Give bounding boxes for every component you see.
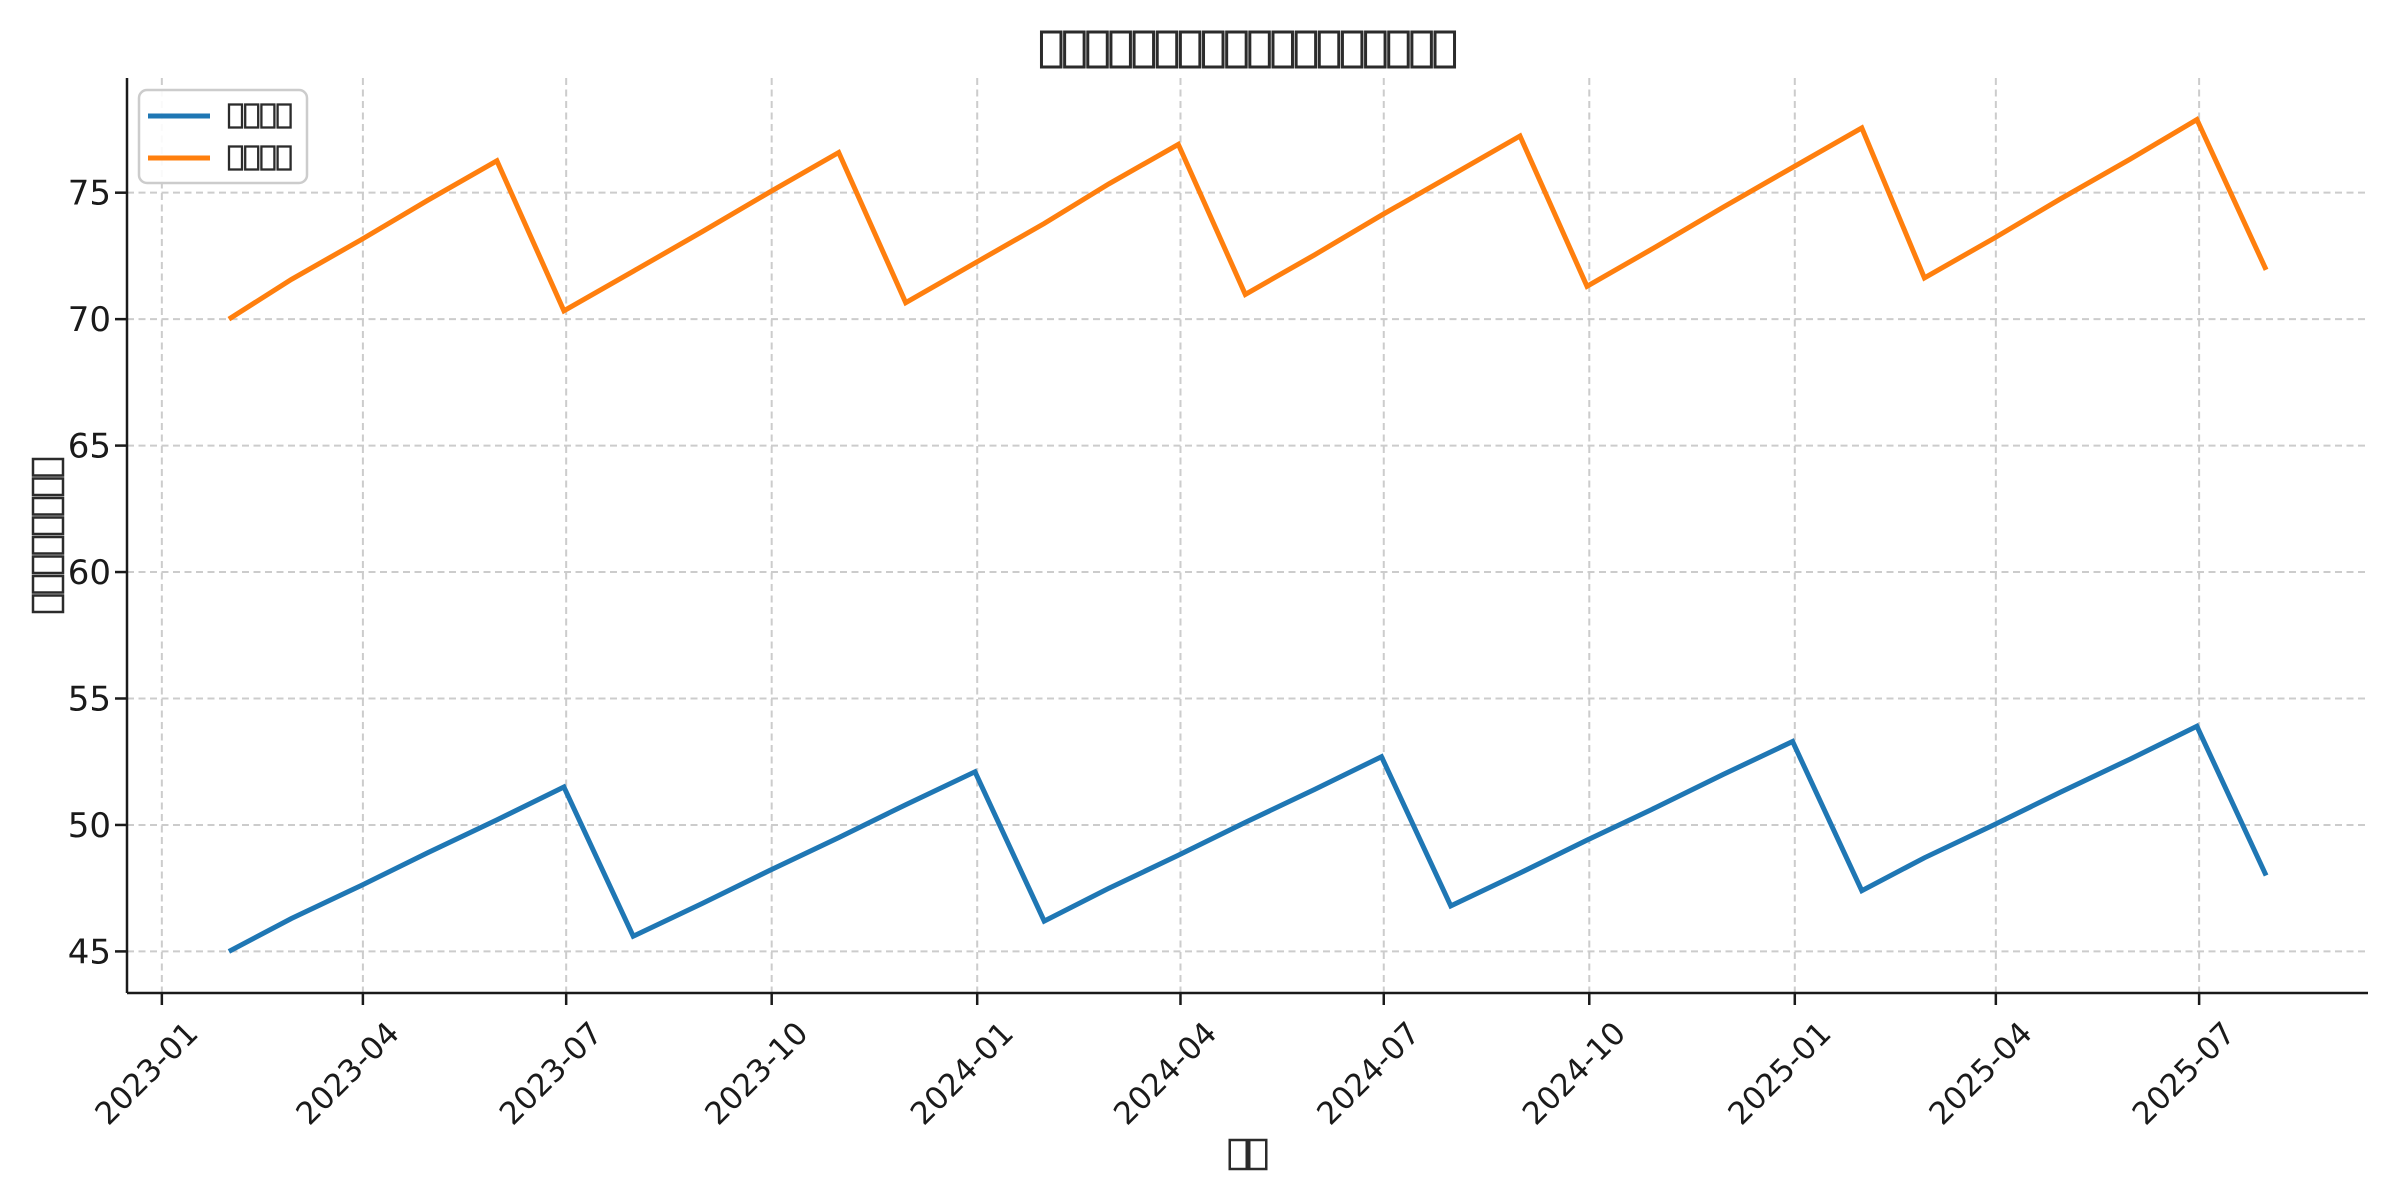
tofu-glyph-legend-label — [276, 145, 292, 171]
tofu-glyph-ylabel — [31, 594, 65, 614]
tofu-glyph-legend-label — [227, 145, 244, 171]
tofu-glyph-title — [1225, 30, 1248, 69]
y-tick-label: 50 — [68, 806, 111, 846]
y-tick-label: 60 — [68, 553, 111, 593]
tofu-glyph-title — [1410, 30, 1433, 69]
tofu-glyph-title — [1340, 30, 1364, 69]
tofu-glyph-title — [1248, 30, 1271, 69]
tofu-glyph-xlabel — [1248, 1138, 1268, 1171]
tofu-glyph-title — [1387, 30, 1410, 69]
tofu-glyph-ylabel — [31, 516, 65, 536]
tofu-glyph-xlabel — [1228, 1138, 1248, 1171]
tofu-glyph-ylabel — [31, 574, 65, 594]
legend — [137, 88, 309, 185]
axes-spines — [125, 78, 2368, 995]
chart-title — [1039, 30, 1457, 69]
y-tick-label: 45 — [68, 932, 111, 972]
tofu-glyph-ylabel — [31, 477, 65, 497]
tofu-glyph-legend-label — [244, 145, 260, 171]
y-tick-label: 65 — [68, 427, 111, 467]
tofu-glyph-title — [1364, 30, 1387, 69]
y-tick-label: 75 — [68, 174, 111, 214]
legend-item — [148, 103, 292, 129]
tofu-glyph-title — [1063, 30, 1086, 69]
tofu-glyph-legend-label — [260, 103, 276, 129]
tofu-glyph-title — [1086, 30, 1109, 69]
tofu-glyph-title — [1271, 30, 1294, 69]
y-axis-label — [31, 457, 65, 614]
tofu-glyph-legend-label — [260, 145, 276, 171]
tofu-glyph-title — [1178, 30, 1202, 69]
tofu-glyph-title — [1155, 30, 1179, 69]
tofu-glyph-legend-label — [244, 103, 260, 129]
tofu-glyph-title — [1132, 30, 1156, 69]
series-line-0 — [227, 722, 2269, 954]
legend-item — [148, 145, 292, 171]
y-tick-label: 70 — [68, 300, 111, 340]
tofu-glyph-title — [1317, 30, 1341, 69]
x-axis-label — [1228, 1138, 1268, 1171]
tofu-glyph-title — [1202, 30, 1225, 69]
tofu-glyph-ylabel — [31, 555, 65, 575]
tofu-glyph-ylabel — [31, 457, 65, 477]
tofu-glyph-ylabel — [31, 496, 65, 516]
tofu-glyph-title — [1294, 30, 1318, 69]
tofu-glyph-title — [1433, 30, 1457, 69]
gridlines — [127, 78, 2368, 993]
tofu-glyph-title — [1109, 30, 1132, 69]
series-line-1 — [227, 116, 2269, 322]
tofu-glyph-legend-label — [276, 103, 292, 129]
y-axis: 45 50 55 60 65 70 75 — [68, 174, 127, 972]
tofu-glyph-ylabel — [31, 535, 65, 555]
tofu-glyph-title — [1039, 30, 1063, 69]
tofu-glyph-legend-label — [227, 103, 244, 129]
y-tick-label: 55 — [68, 679, 111, 719]
